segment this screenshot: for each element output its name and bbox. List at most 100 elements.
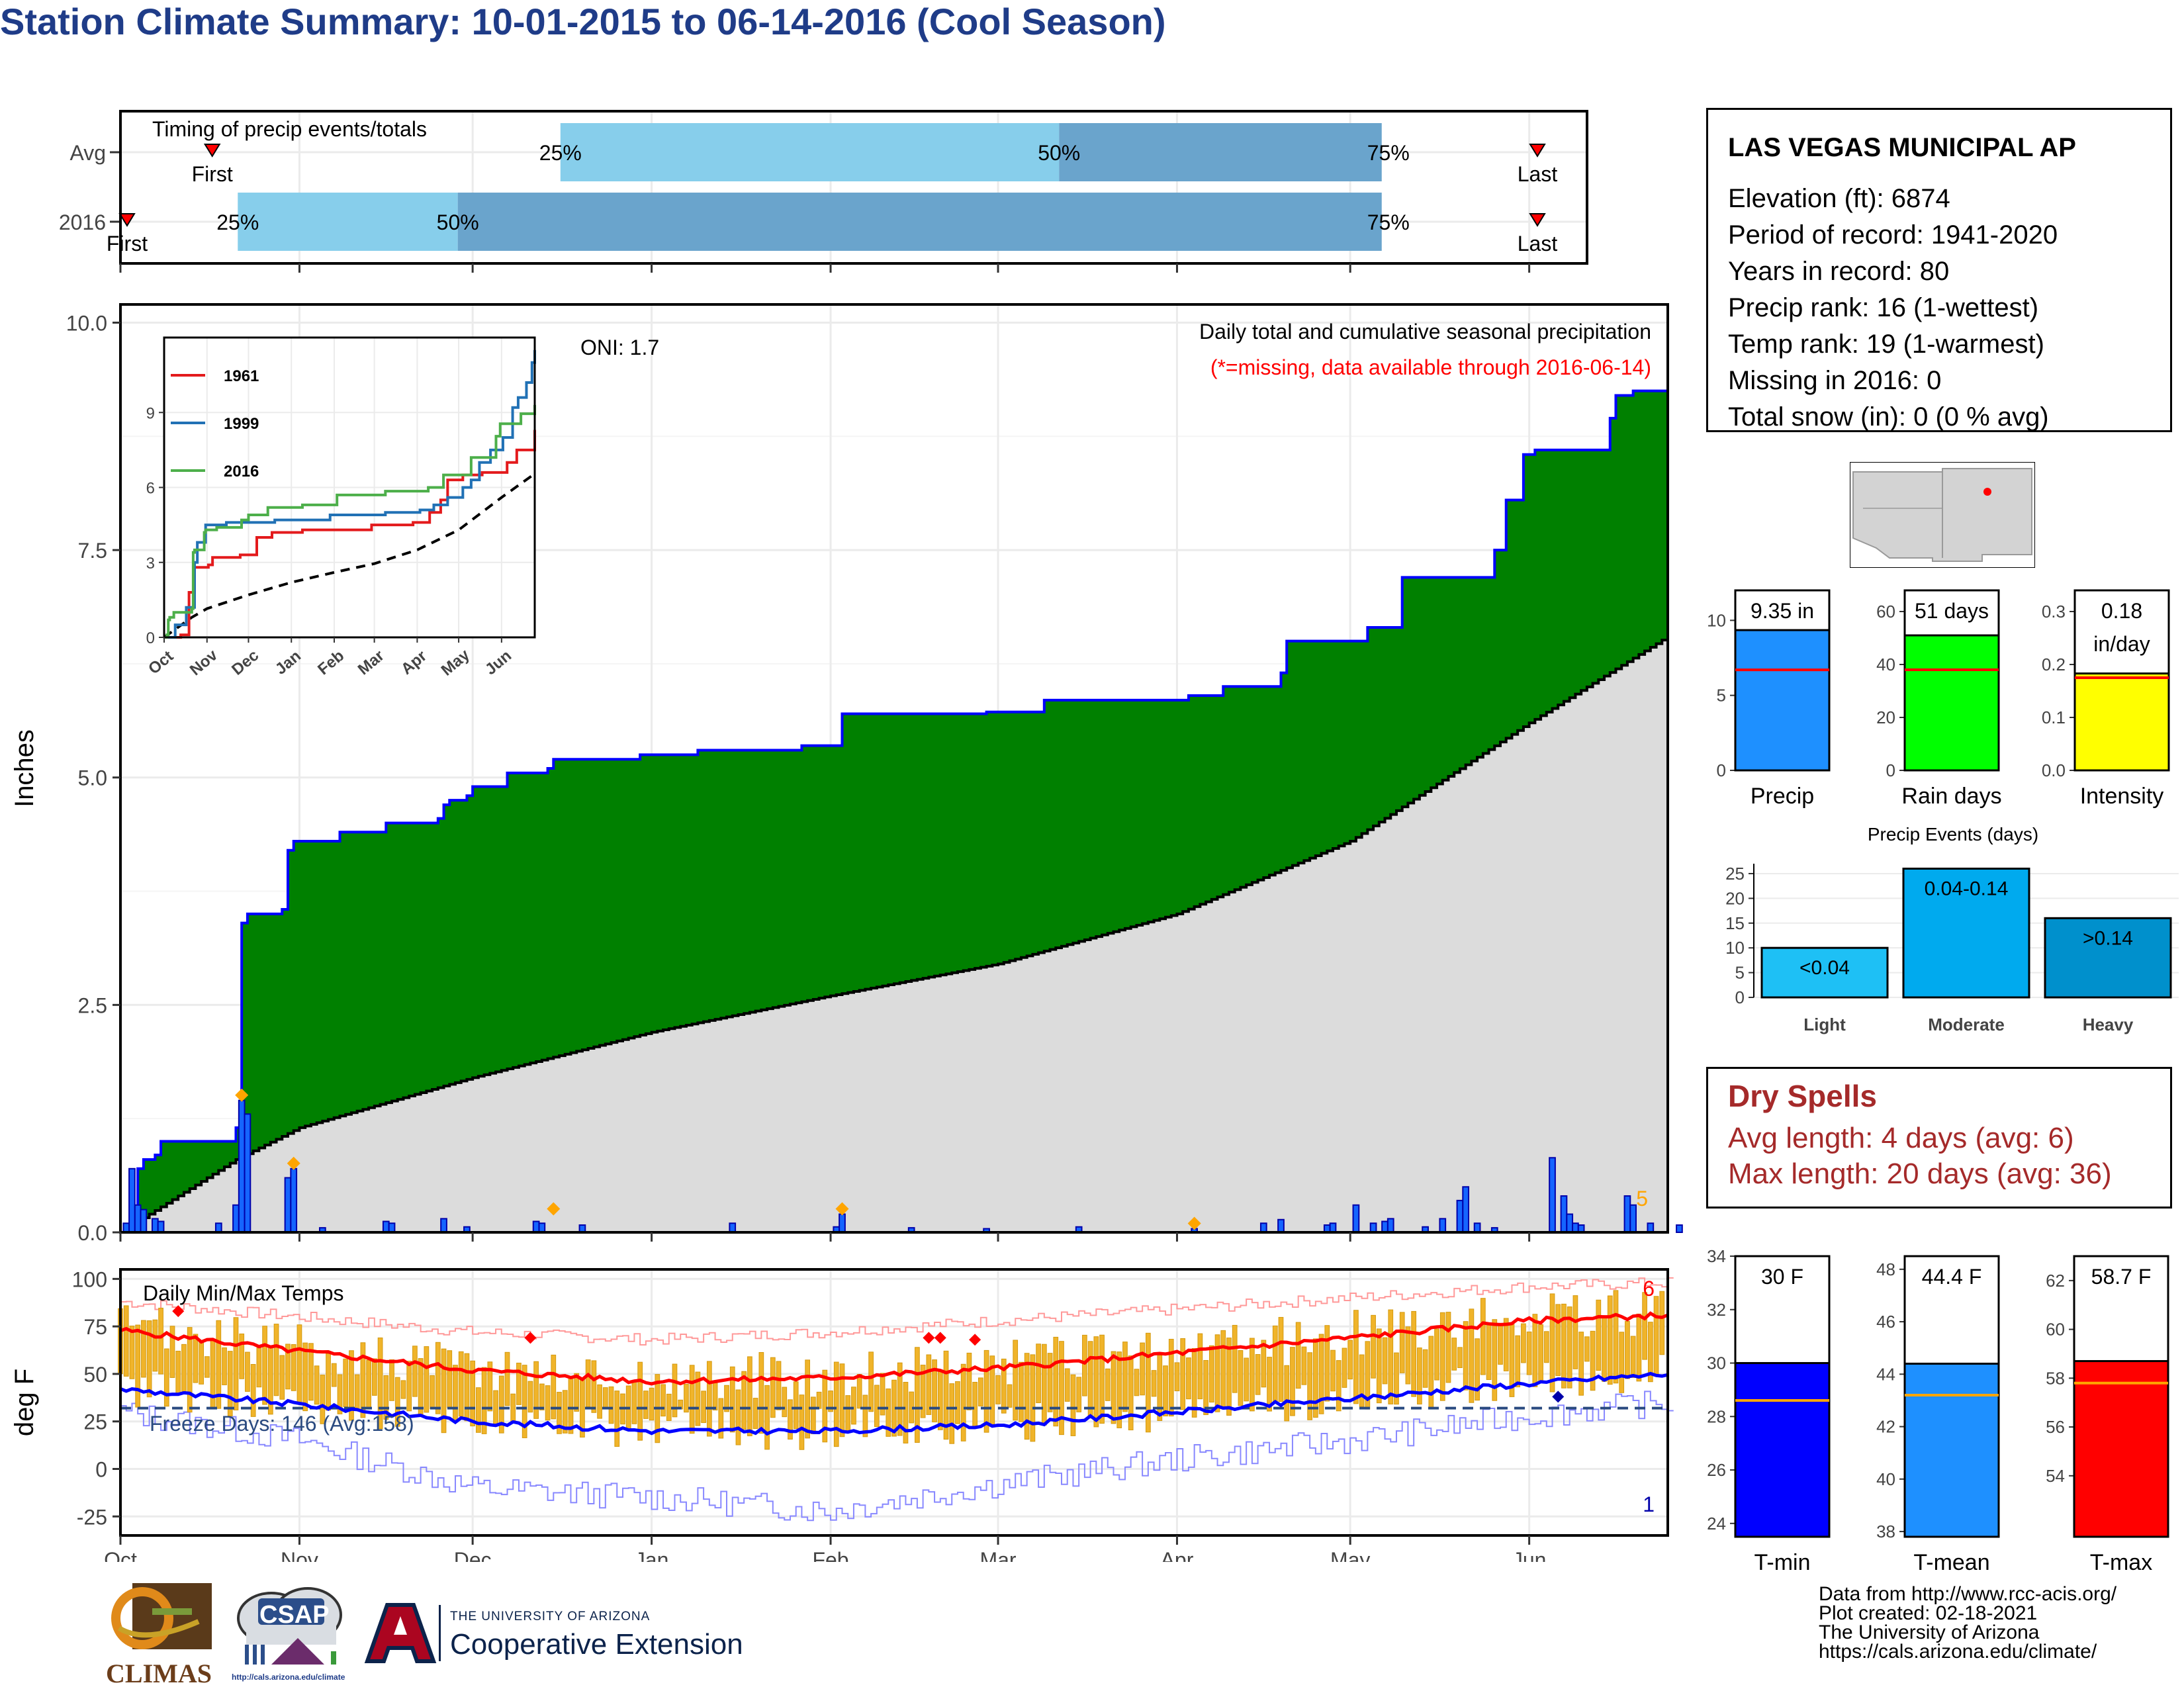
daily-temp-bar (1653, 1296, 1659, 1375)
temp-y-axis-label: deg F (10, 1369, 39, 1436)
info-snow: Total snow (in): 0 (0 % avg) (1728, 402, 2049, 432)
daily-temp-bar (1203, 1360, 1208, 1416)
daily-temp-bar (527, 1381, 533, 1413)
daily-temp-bar (1336, 1360, 1342, 1412)
inset-series-1999 (164, 349, 536, 639)
daily-temp-bar (608, 1386, 614, 1424)
daily-temp-bar (291, 1344, 296, 1391)
daily-temp-bar (1607, 1295, 1613, 1385)
daily-temp-bar (972, 1381, 978, 1428)
daily-temp-bar (1047, 1353, 1053, 1412)
daily-temp-bar (966, 1352, 972, 1410)
daily-precip-bar (1676, 1224, 1683, 1233)
temp-plot-border (119, 1268, 1669, 1537)
tmax-summary-value-label: 58.7 F (2091, 1265, 2152, 1289)
temp-y-tick-label: 75 (83, 1315, 107, 1339)
daily-temp-bar (1301, 1346, 1307, 1385)
daily-temp-bar (1428, 1336, 1434, 1408)
daily-temp-bar (1486, 1324, 1492, 1381)
credit-url: https://cals.arizona.edu/climate/ (1819, 1641, 2097, 1663)
daily-temp-bar (239, 1333, 245, 1379)
daily-temp-bar (597, 1384, 602, 1419)
temperature-chart: 100 75 50 25 0 -25 Oct Nov Dec Jan Feb Mar Apr May Jun… (10, 1267, 1674, 1562)
daily-temp-bar (1642, 1292, 1647, 1360)
temp-y-tick-label: -25 (77, 1505, 107, 1529)
precip-events-bar (1760, 946, 1889, 999)
daily-temp-bar (1312, 1338, 1318, 1418)
daily-temp-bar (1208, 1345, 1214, 1403)
precip-events-y-tick-label: 25 (1725, 864, 1745, 884)
precip-events-bar-label: <0.04 (1799, 957, 1850, 979)
daily-temp-bar (955, 1381, 960, 1424)
average-cumulative-line (120, 636, 1669, 1234)
daily-precip-bar (1647, 1222, 1655, 1233)
daily-temp-bar (1630, 1336, 1636, 1378)
daily-temp-bar (1214, 1334, 1220, 1412)
temp-y-tick-label: 0 (95, 1458, 107, 1482)
page-title: Station Climate Summary: 10-01-2015 to 0… (0, 1, 1166, 42)
intensity-y-tick-label: 0.3 (2042, 602, 2066, 621)
daily-temp-bar (320, 1375, 326, 1424)
timing-last-label: Last (1518, 162, 1558, 186)
precip-events-bar (2044, 917, 2172, 999)
precip-summary-bars: 0 5 10 9.35 in Precip 0 20 40 60 51 days Rain days… (1707, 589, 2170, 809)
daily-temp-bar (1267, 1357, 1272, 1412)
rain-days-value-label: 51 days (1915, 599, 1989, 623)
info-elevation: Elevation (ft): 6874 (1728, 184, 1950, 213)
daily-temp-bar (175, 1350, 181, 1395)
daily-temp-bar (1625, 1321, 1630, 1379)
daily-temp-bar (1001, 1358, 1007, 1414)
inset-series-2016 (164, 404, 536, 639)
daily-precip-bar (1329, 1222, 1337, 1233)
precip-events-category-label: Heavy (2083, 1015, 2134, 1034)
daily-temp-bar (1232, 1324, 1238, 1393)
tmean-summary-y-tick-label: 48 (1876, 1259, 1895, 1279)
daily-temp-bar (1036, 1344, 1041, 1404)
daily-temp-bar (1480, 1298, 1486, 1375)
daily-temp-bar (337, 1374, 343, 1414)
daily-precip-bar (1572, 1222, 1579, 1233)
daily-precip-bar (1259, 1222, 1267, 1233)
temp-x-tick-label: May (1330, 1548, 1370, 1562)
daily-temp-bar (1411, 1310, 1417, 1397)
daily-temp-bar (441, 1348, 447, 1434)
daily-temp-bar (735, 1389, 741, 1445)
daily-temp-bar (729, 1366, 735, 1433)
daily-temp-bar (689, 1365, 695, 1434)
daily-temp-bar (1371, 1314, 1376, 1379)
tmin-summary-y-tick-label: 24 (1707, 1514, 1726, 1533)
daily-precip-bar (1439, 1218, 1447, 1233)
station-name: LAS VEGAS MUNICIPAL AP (1728, 133, 2076, 162)
daily-temp-bar (943, 1350, 949, 1440)
inset-legend-label: 1999 (224, 415, 259, 433)
daily-temp-bar (1561, 1303, 1567, 1389)
daily-temp-bar (1405, 1326, 1411, 1385)
timing-bar-q50-q75 (457, 193, 1382, 251)
credit-data-source: Data from http://www.rcc-acis.org/ (1819, 1583, 2117, 1605)
daily-temp-bar (1475, 1338, 1480, 1401)
timing-plot-border (119, 110, 1588, 265)
daily-temp-bar (1584, 1336, 1590, 1362)
precip-total-y-tick-label: 10 (1707, 610, 1726, 630)
daily-temp-bar (574, 1373, 580, 1412)
inset-y-tick-label: 6 (146, 480, 155, 498)
timing-pct-75: 75% (1367, 210, 1410, 234)
daily-temp-bar (1382, 1337, 1388, 1385)
precip-y-axis-label: Inches (10, 729, 39, 807)
timing-row-label: 2016 (59, 210, 106, 234)
daily-temp-bar (250, 1364, 256, 1417)
daily-temp-bar (227, 1351, 233, 1416)
daily-temp-bar (551, 1354, 557, 1420)
tmean-summary-title: T-mean (1913, 1550, 1989, 1575)
daily-temp-bar (1180, 1338, 1186, 1410)
daily-temp-bar (262, 1326, 267, 1405)
daily-temp-bar (545, 1385, 551, 1421)
daily-precip-bar (1387, 1218, 1394, 1233)
precip-events-y-tick-label: 5 (1735, 963, 1745, 983)
tmin-summary-value-label: 30 F (1761, 1265, 1803, 1289)
timing-row-label: Avg (69, 141, 106, 165)
daily-temp-bar (695, 1371, 701, 1426)
daily-temp-bar (660, 1384, 666, 1417)
daily-temp-bar (926, 1354, 932, 1415)
daily-temp-bar (187, 1327, 193, 1413)
